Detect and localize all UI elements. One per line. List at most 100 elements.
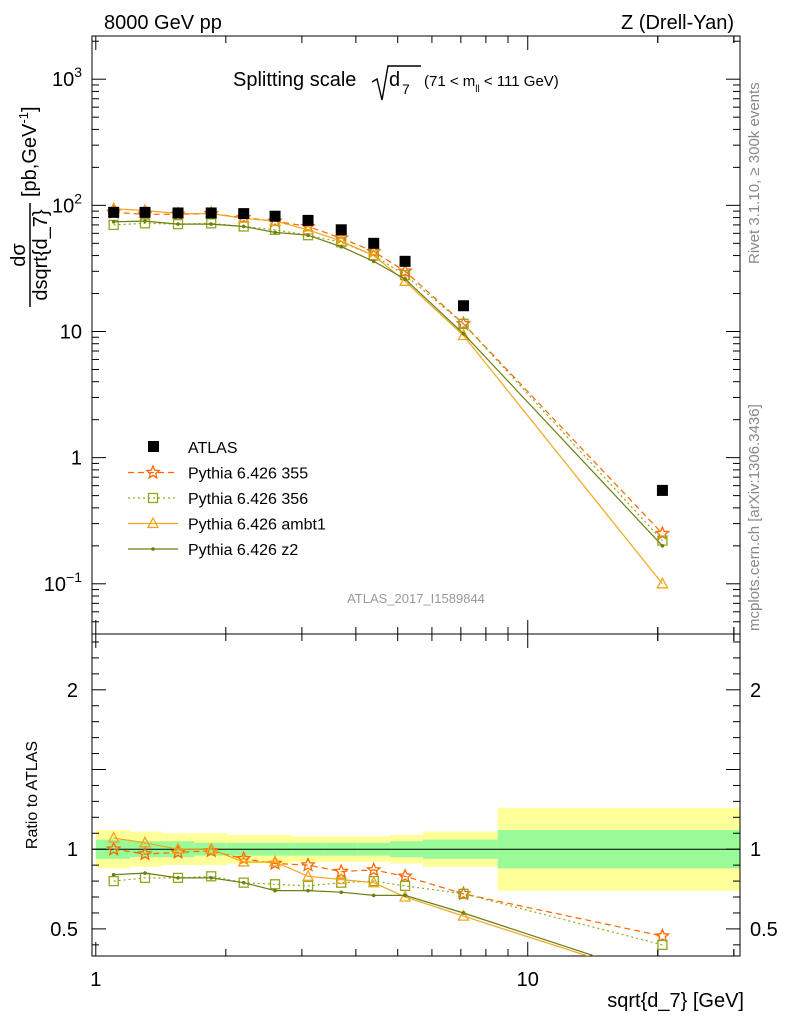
mcplots-info: mcplots.cern.ch [arXiv:1306.3436] bbox=[746, 404, 763, 631]
atlas-point bbox=[108, 206, 120, 218]
atlas-point bbox=[269, 210, 281, 222]
z2-point-top bbox=[461, 331, 466, 336]
atlas-point bbox=[172, 207, 184, 219]
atlas-point bbox=[302, 214, 314, 226]
z2-point-top bbox=[241, 224, 246, 229]
legend-label: Pythia 6.426 ambt1 bbox=[188, 517, 326, 534]
p355-point-ratio bbox=[397, 868, 413, 883]
ambt1-point-ratio bbox=[457, 909, 470, 921]
p355-point-ratio bbox=[170, 844, 186, 859]
p355-point-ratio bbox=[365, 861, 382, 877]
ambt1-point-ratio bbox=[268, 855, 282, 867]
p356-point-ratio bbox=[108, 875, 119, 887]
bottom-ylabel: Ratio to ATLAS bbox=[24, 741, 41, 849]
p355-line-ratio bbox=[113, 848, 663, 937]
series-atlas bbox=[108, 206, 668, 496]
legend-marker bbox=[147, 492, 159, 504]
z2-point-top bbox=[371, 259, 376, 264]
z2-point-top bbox=[660, 544, 665, 548]
z2-point-ratio bbox=[339, 890, 344, 895]
z2-point-ratio bbox=[209, 876, 213, 880]
z2-point-ratio bbox=[371, 893, 376, 898]
ambt1-point-ratio bbox=[138, 835, 152, 848]
legend-label: ATLAS bbox=[188, 440, 238, 457]
ratio-tick-label-right: 0.5 bbox=[750, 919, 778, 941]
z2-point-top bbox=[339, 244, 344, 249]
z2-point-ratio bbox=[403, 893, 407, 898]
ambt1-point-ratio bbox=[367, 875, 380, 888]
y-tick-label: 103 bbox=[52, 64, 82, 91]
header-right: Z (Drell-Yan) bbox=[621, 12, 734, 34]
legend-marker bbox=[146, 516, 160, 529]
ratio-tick-label-right: 1 bbox=[750, 839, 761, 861]
z2-point-ratio bbox=[143, 871, 147, 875]
ambt1-point-top bbox=[457, 328, 470, 341]
header-left: 8000 GeV pp bbox=[104, 12, 222, 34]
z2-point-top bbox=[306, 233, 310, 237]
ylabel-den: dsqrt{d_7} bbox=[30, 209, 52, 301]
plot-title: Splitting scale d 7 (71 < mll < 111 GeV) bbox=[233, 65, 559, 101]
ambt1-point-ratio bbox=[335, 872, 348, 885]
x-axis-label: sqrt{d_7} [GeV] bbox=[607, 990, 744, 1012]
ratio-tick-label-left: 0.5 bbox=[50, 919, 78, 941]
atlas-point bbox=[399, 255, 411, 267]
title-var-sub: 7 bbox=[402, 81, 410, 97]
title-var: d bbox=[389, 69, 400, 91]
ambt1-line-top bbox=[113, 208, 663, 585]
p356-point-top bbox=[206, 218, 217, 229]
z2-point-ratio bbox=[176, 876, 180, 880]
ylabel-unit: [pb,GeV-1] bbox=[16, 106, 41, 197]
analysis-id: ATLAS_2017_I1589844 bbox=[347, 591, 485, 606]
y-tick-label: 10−1 bbox=[44, 569, 82, 596]
atlas-point bbox=[205, 207, 217, 219]
atlas-point bbox=[335, 224, 347, 236]
title-range: (71 < mll < 111 GeV) bbox=[424, 73, 559, 95]
series-z2-ratio bbox=[111, 871, 597, 956]
y-tick-label: 10 bbox=[60, 321, 82, 343]
atlas-point bbox=[458, 300, 470, 312]
atlas-point bbox=[656, 484, 668, 496]
ambt1-point-ratio bbox=[107, 831, 120, 843]
p355-line-top bbox=[113, 211, 663, 535]
legend-item-p356: Pythia 6.426 356 bbox=[128, 491, 308, 508]
p356-point-top bbox=[458, 318, 469, 329]
legend: ATLAS Pythia 6.426 355 Pythia 6.426 356 Pyt… bbox=[128, 440, 326, 559]
legend-label: Pythia 6.426 z2 bbox=[188, 542, 298, 559]
z2-point-top bbox=[176, 222, 180, 226]
legend-label: Pythia 6.426 355 bbox=[188, 466, 308, 483]
x-tick-label: 1 bbox=[90, 969, 101, 991]
data-series bbox=[105, 201, 671, 956]
sqrt-sign bbox=[371, 65, 421, 101]
ambt1-point-top bbox=[656, 576, 669, 589]
top-ylabel: dσ dsqrt{d_7} [pb,GeV-1] bbox=[8, 106, 52, 307]
p355-point-top bbox=[397, 263, 413, 278]
p355-point-ratio bbox=[654, 927, 671, 943]
z2-point-ratio bbox=[306, 888, 310, 893]
p355-point-ratio bbox=[105, 841, 122, 856]
z2-point-top bbox=[273, 230, 277, 235]
z2-line-top bbox=[113, 220, 663, 547]
legend-atlas-marker bbox=[148, 441, 159, 452]
ambt1-point-ratio bbox=[237, 855, 250, 867]
ratio-tick-label-right: 2 bbox=[750, 680, 761, 702]
atlas-point bbox=[139, 206, 151, 218]
ambt1-point-ratio bbox=[301, 869, 315, 881]
series-p355-top bbox=[105, 204, 671, 541]
p356-point-ratio bbox=[657, 939, 668, 950]
p356-point-ratio bbox=[206, 871, 217, 882]
p356-point-ratio bbox=[269, 879, 281, 890]
ambt1-point-ratio bbox=[171, 842, 185, 854]
title-main: Splitting scale bbox=[233, 69, 356, 91]
bottom-frame bbox=[91, 633, 741, 957]
atlas-point bbox=[238, 208, 250, 220]
p356-point-ratio bbox=[458, 888, 469, 899]
atlas-point bbox=[368, 237, 380, 249]
legend-item-ambt1: Pythia 6.426 ambt1 bbox=[128, 517, 326, 534]
p356-point-top bbox=[139, 218, 151, 229]
z2-point-top bbox=[143, 219, 147, 223]
z2-point-ratio bbox=[273, 888, 277, 893]
z2-point-ratio bbox=[241, 880, 246, 885]
series-z2-top bbox=[111, 219, 665, 548]
z2-point-top bbox=[403, 277, 407, 281]
